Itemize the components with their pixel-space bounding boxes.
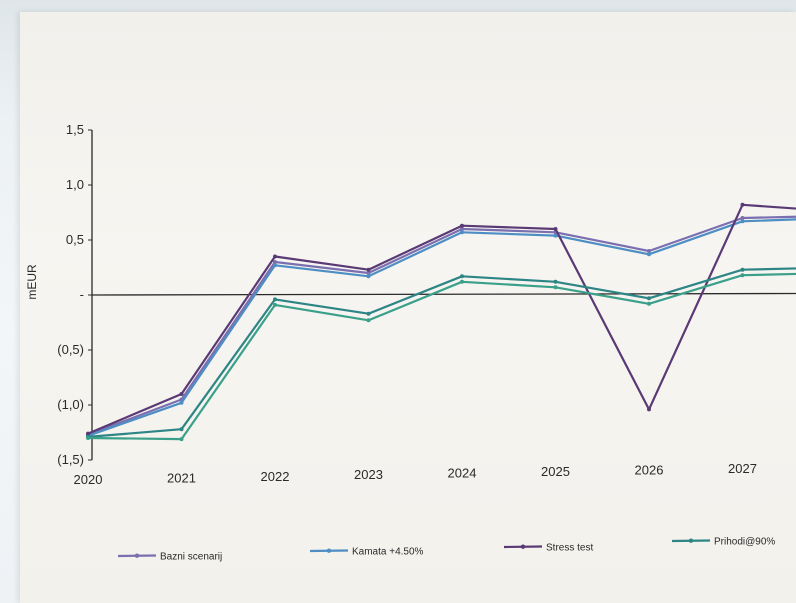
x-tick-labels: 2020 2021 2022 2023 2024 2025 2026 2027 bbox=[74, 461, 757, 487]
data-point bbox=[273, 260, 277, 264]
y-tick-label: (0,5) bbox=[57, 342, 84, 357]
legend-marker bbox=[520, 544, 526, 549]
data-point bbox=[366, 271, 371, 275]
data-point bbox=[647, 249, 651, 253]
series-lines bbox=[86, 202, 796, 442]
legend-marker bbox=[134, 553, 140, 558]
y-tick-label: (1,5) bbox=[57, 452, 84, 467]
data-point bbox=[460, 230, 464, 235]
x-tick-label: 2024 bbox=[448, 466, 477, 481]
y-tick-label: 1,0 bbox=[66, 177, 84, 192]
series-line bbox=[87, 218, 796, 437]
data-point bbox=[740, 267, 745, 272]
data-point bbox=[740, 219, 745, 224]
data-point bbox=[366, 267, 371, 272]
y-tick-label: 1,5 bbox=[66, 122, 84, 137]
data-point bbox=[179, 400, 184, 405]
data-point bbox=[86, 431, 90, 436]
data-point bbox=[740, 216, 745, 220]
y-tick-label: (1,0) bbox=[57, 397, 84, 412]
data-point bbox=[179, 392, 184, 396]
data-point bbox=[460, 274, 464, 279]
data-point bbox=[553, 285, 558, 290]
chart-axes bbox=[91, 130, 796, 460]
data-point bbox=[647, 407, 651, 412]
x-tick-label: 2026 bbox=[635, 462, 664, 477]
data-point bbox=[273, 254, 277, 259]
data-point bbox=[740, 273, 745, 278]
y-axis-label: mEUR bbox=[25, 264, 39, 300]
x-tick-label: 2022 bbox=[261, 469, 290, 484]
legend-label: Prihodi@90% bbox=[714, 537, 775, 548]
series-line bbox=[87, 267, 796, 438]
x-tick-label: 2027 bbox=[728, 461, 757, 476]
data-point bbox=[179, 427, 184, 432]
x-tick-label: 2021 bbox=[167, 470, 196, 485]
data-point bbox=[740, 202, 745, 207]
legend-label: Bazni scenarij bbox=[160, 552, 222, 563]
data-point bbox=[647, 296, 651, 301]
zero-baseline bbox=[91, 292, 796, 296]
paper-sheet bbox=[20, 12, 796, 603]
legend-label: Stress test bbox=[546, 543, 593, 554]
data-point bbox=[553, 233, 558, 238]
data-point bbox=[179, 437, 184, 442]
data-point bbox=[553, 227, 558, 231]
series-line bbox=[87, 215, 796, 436]
x-tick-label: 2023 bbox=[354, 467, 383, 482]
data-point bbox=[273, 263, 277, 268]
data-point bbox=[553, 279, 558, 284]
data-point bbox=[273, 302, 277, 307]
data-point bbox=[460, 279, 464, 284]
data-point bbox=[86, 436, 90, 440]
legend-label: Kamata +4.50% bbox=[352, 547, 424, 558]
data-point bbox=[460, 227, 464, 231]
x-tick-label: 2020 bbox=[74, 472, 103, 487]
data-point bbox=[647, 301, 651, 306]
data-point bbox=[647, 252, 651, 257]
data-point bbox=[366, 318, 371, 323]
data-point bbox=[460, 223, 464, 228]
y-tick-label: 0,5 bbox=[66, 232, 84, 247]
data-point bbox=[366, 311, 371, 316]
legend-marker bbox=[326, 548, 332, 553]
series-line bbox=[87, 272, 796, 441]
data-point bbox=[273, 297, 277, 302]
x-tick-label: 2025 bbox=[541, 464, 570, 479]
data-point bbox=[366, 274, 371, 279]
legend: Bazni scenarij Kamata +4.50% Stress test Pr… bbox=[117, 537, 775, 563]
y-tick-labels: 1,5 1,0 0,5 - (0,5) (1,0) (1,5) bbox=[57, 122, 92, 467]
legend-marker bbox=[688, 538, 694, 543]
y-tick-label: - bbox=[80, 287, 84, 302]
